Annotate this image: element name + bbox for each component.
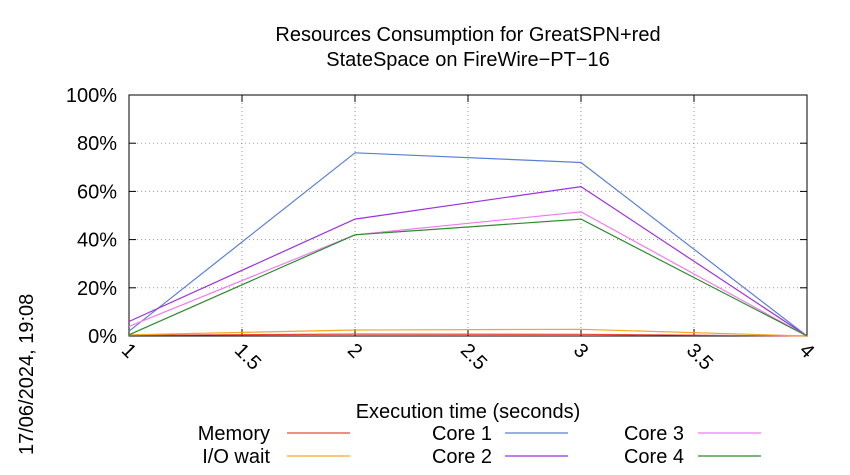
x-tick-label: 4 — [795, 339, 818, 362]
y-axis-ticks: 0% 20% 40% 60% 80% 100% — [66, 85, 807, 348]
y-tick-label: 100% — [66, 85, 117, 107]
legend-label-core-4: Core 4 — [624, 446, 684, 468]
y-tick-label: 0% — [88, 326, 117, 348]
series-line-core-2 — [128, 185, 808, 337]
timestamp-label: 17/06/2024, 19:08 — [16, 294, 38, 455]
x-tick-label: 3 — [569, 339, 592, 362]
series-lines — [128, 152, 808, 337]
x-axis-label: Execution time (seconds) — [356, 401, 581, 423]
series-line-memory — [128, 333, 808, 337]
y-tick-label: 40% — [77, 230, 117, 252]
legend-label-core-2: Core 2 — [432, 446, 492, 468]
series-line-core-4 — [128, 218, 808, 337]
y-tick-label: 60% — [77, 181, 117, 203]
legend-label-core-3: Core 3 — [624, 423, 684, 445]
chart-title: Resources Consumption for GreatSPN+red S… — [275, 24, 660, 71]
x-tick-label: 1.5 — [230, 339, 265, 374]
chart-title-line-2: StateSpace on FireWire−PT−16 — [326, 49, 609, 71]
legend-label-i-o-wait: I/O wait — [202, 446, 270, 468]
grid — [128, 94, 808, 337]
legend-label-memory: Memory — [198, 423, 270, 445]
x-tick-label: 3.5 — [682, 339, 717, 374]
y-tick-label: 20% — [77, 278, 117, 300]
legend-label-core-1: Core 1 — [432, 423, 492, 445]
series-line-core-3 — [128, 211, 808, 337]
chart-title-line-1: Resources Consumption for GreatSPN+red — [275, 24, 660, 46]
y-tick-label: 80% — [77, 133, 117, 155]
x-tick-label: 2 — [343, 339, 366, 362]
series-line-i-o-wait — [128, 328, 808, 337]
x-tick-label: 1 — [117, 339, 140, 362]
series-line-core-1 — [128, 152, 808, 337]
x-tick-label: 2.5 — [456, 339, 491, 374]
